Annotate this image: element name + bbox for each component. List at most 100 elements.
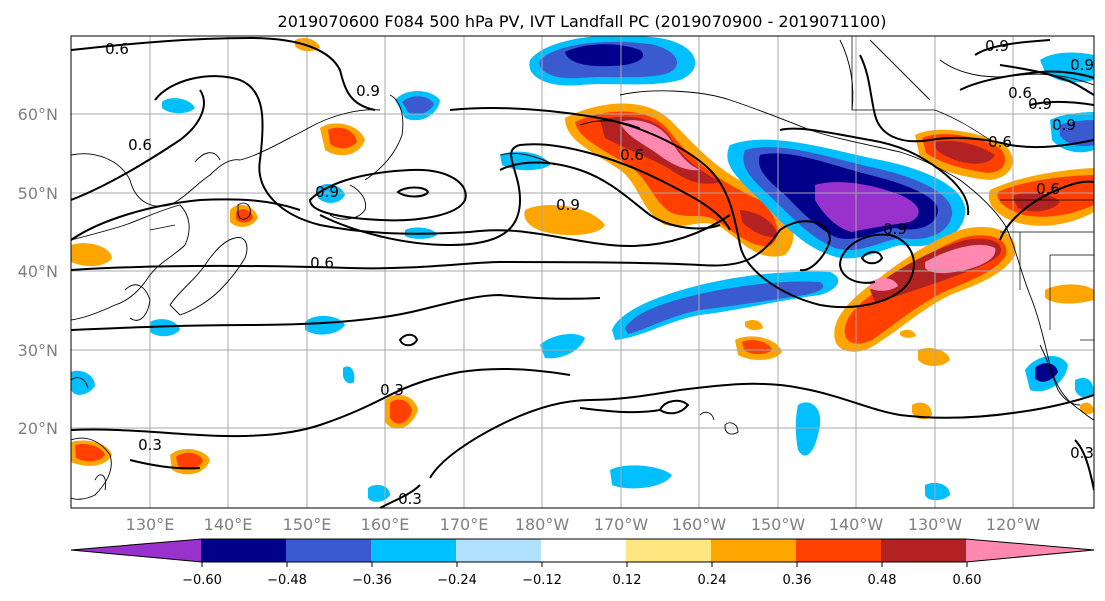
- lat-label: 40°N: [18, 262, 58, 281]
- colorbar-tick-label: 0.12: [613, 573, 642, 588]
- lat-label: 50°N: [18, 184, 58, 203]
- map-area: 0.6 0.9 0.9 0.6 0.9 0.6 0.6 0.9 0.6 0.9 …: [71, 36, 1094, 508]
- positive-anomaly-south-1-core: [742, 339, 772, 355]
- positive-anomaly-south-china-core: [75, 444, 105, 462]
- lon-label: 150°E: [283, 515, 332, 534]
- negative-anomaly-kamchatka-core: [402, 96, 434, 115]
- positive-anomaly-small-4: [900, 329, 916, 338]
- map-frame: [70, 35, 1095, 509]
- colorbar-segment: [966, 539, 1094, 562]
- contour-label: 0.9: [883, 220, 907, 238]
- positive-anomaly-small-3: [745, 320, 763, 331]
- colorbar-tick-label: 0.36: [783, 573, 812, 588]
- contour-label: 0.3: [380, 381, 404, 399]
- contour-label: 0.6: [620, 146, 644, 164]
- positive-anomaly-gulf-south: [740, 210, 778, 238]
- colorbar-segment: [796, 539, 882, 562]
- contour-label: 0.6: [1036, 180, 1060, 198]
- lat-label: 30°N: [18, 341, 58, 360]
- lon-label: 120°W: [986, 515, 1041, 534]
- coastlines: [71, 39, 1094, 500]
- colorbar-segment: [881, 539, 967, 562]
- colorbar-segment: [626, 539, 712, 562]
- colorbar-tick-label: −0.60: [182, 573, 222, 588]
- lon-label: 140°W: [829, 515, 884, 534]
- contour-label: 0.9: [1070, 56, 1094, 74]
- negative-anomaly-small-6: [342, 366, 355, 384]
- colorbar-tick-label: −0.24: [437, 573, 477, 588]
- positive-anomaly-gulf-peak: [620, 120, 700, 171]
- lon-label: 140°E: [204, 515, 253, 534]
- lon-label: 160°E: [361, 515, 410, 534]
- lon-label: 150°W: [751, 515, 806, 534]
- lon-label: 160°W: [672, 515, 727, 534]
- positive-anomaly-landfall-peak: [925, 244, 996, 274]
- negative-anomaly-northeast-pacific-peak: [815, 182, 919, 232]
- colorbar-tick-label: 0.48: [868, 573, 897, 588]
- negative-anomaly-baja-core: [1035, 363, 1058, 382]
- graticule: [71, 36, 1094, 508]
- positive-anomaly-great-basin: [1045, 284, 1094, 304]
- contour-label: 0.6: [128, 136, 152, 154]
- positive-anomaly-japan-west: [71, 243, 112, 267]
- contour-label: 0.6: [310, 254, 334, 272]
- colorbar-tick-label: −0.12: [522, 573, 562, 588]
- contour-label: 0.9: [356, 82, 380, 100]
- negative-anomaly-alaska-north-core: [1060, 120, 1094, 147]
- lon-label: 130°W: [908, 515, 963, 534]
- colorbar-tick-label: −0.36: [352, 573, 392, 588]
- figure-title: 2019070600 F084 500 hPa PV, IVT Landfall…: [278, 12, 887, 31]
- negative-anomaly-small-10: [925, 482, 950, 501]
- colorbar-segment: [456, 539, 542, 562]
- colorbar-segment: [286, 539, 372, 562]
- contour-label: 0.3: [138, 436, 162, 454]
- positive-anomaly-philippine-core: [176, 452, 203, 470]
- colorbar-tick-labels: −0.60 −0.48 −0.36 −0.24 −0.12 0.12 0.24 …: [182, 573, 981, 588]
- colorbar-segment: [711, 539, 797, 562]
- positive-anomaly-okhotsk-core: [328, 127, 357, 149]
- colorbar-tick-label: −0.48: [267, 573, 307, 588]
- contour-label: 0.9: [1052, 116, 1076, 134]
- negative-anomaly-west-pacific: [305, 315, 345, 335]
- contour-label: 0.9: [1028, 95, 1052, 113]
- positive-anomaly-south-2: [918, 348, 950, 366]
- lon-label: 130°E: [126, 515, 175, 534]
- lat-label: 20°N: [18, 419, 58, 438]
- negative-anomaly-small-8: [610, 465, 672, 489]
- political-boundaries: [149, 36, 1094, 341]
- contour-label: 0.6: [105, 40, 129, 58]
- contour-label: 0.9: [315, 183, 339, 201]
- negative-anomaly-japan-south: [150, 319, 180, 337]
- positive-anomaly-mexico: [1080, 402, 1094, 415]
- positive-anomaly-hawaii-west-core: [390, 399, 412, 424]
- colorbar-segment: [371, 539, 457, 562]
- lon-label: 170°W: [594, 515, 649, 534]
- contour-label: 0.3: [398, 490, 422, 508]
- contour-label: 0.9: [985, 37, 1009, 55]
- contour-label: 0.9: [556, 196, 580, 214]
- colorbar-tick-label: 0.24: [698, 573, 727, 588]
- contour-label: 0.6: [1008, 84, 1032, 102]
- colorbar: −0.60 −0.48 −0.36 −0.24 −0.12 0.12 0.24 …: [70, 538, 1095, 588]
- contour-labels: 0.6 0.9 0.9 0.6 0.9 0.6 0.6 0.9 0.6 0.9 …: [105, 37, 1094, 508]
- contour-label: 0.6: [988, 133, 1012, 151]
- negative-anomaly-mexico: [1075, 377, 1094, 398]
- colorbar-tick-label: 0.60: [953, 573, 982, 588]
- colorbar-segment: [71, 539, 202, 562]
- lon-label: 170°E: [440, 515, 489, 534]
- negative-anomaly-subtropical-mid: [540, 334, 585, 359]
- negative-anomaly-south-china-sea: [71, 370, 95, 395]
- colorbar-ticks: [201, 562, 968, 567]
- negative-anomaly-okhotsk-west: [162, 98, 195, 114]
- negative-anomaly-central-pacific-core: [625, 281, 824, 334]
- positive-anomaly-aleutian-south: [524, 205, 605, 236]
- lon-label: 180°W: [515, 515, 570, 534]
- positive-anomaly-sakhalin-core: [236, 209, 253, 223]
- positive-anomaly-small-5: [912, 402, 932, 420]
- lat-label: 60°N: [18, 105, 58, 124]
- positive-anomaly-bc-coast-strong: [934, 140, 995, 164]
- positive-anomaly-landfall-peak-west: [870, 278, 898, 291]
- negative-anomaly-small-7: [795, 402, 821, 456]
- colorbar-segment: [541, 539, 627, 562]
